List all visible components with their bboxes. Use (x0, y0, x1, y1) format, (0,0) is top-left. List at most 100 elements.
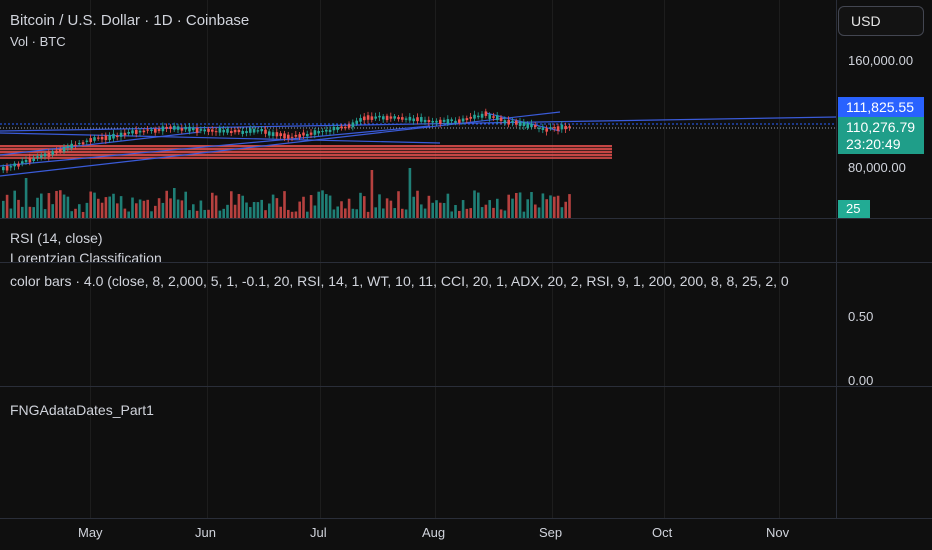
candle (154, 128, 157, 133)
trendlines[interactable] (0, 111, 837, 177)
volume-bar (283, 191, 286, 218)
volume-bar (127, 211, 130, 218)
volume-bar (294, 211, 298, 218)
volume-bar (378, 194, 381, 218)
volume-bar (298, 201, 301, 218)
pane-separator[interactable] (0, 386, 932, 387)
candle (283, 133, 286, 139)
volume-bar (499, 209, 503, 218)
volume-bar (484, 204, 488, 218)
volume-bar (119, 196, 123, 218)
time-label-sep: Sep (539, 525, 563, 540)
volume-bar (480, 207, 484, 218)
candle (423, 119, 427, 123)
currency-button[interactable]: USD (838, 6, 924, 36)
candle (302, 132, 305, 136)
candle (378, 115, 381, 118)
candle (446, 119, 450, 124)
candle (203, 129, 206, 132)
candle (347, 124, 351, 128)
candle (112, 133, 115, 139)
volume-bar (207, 209, 210, 218)
candle (287, 134, 290, 139)
color-bars-axis-000: 0.00 (848, 373, 874, 388)
volume-bar (446, 193, 450, 218)
volume-bar (518, 192, 522, 218)
candle (275, 132, 279, 137)
volume-tag: 25 (838, 200, 870, 218)
fng-legend[interactable]: FNGAdataDates_Part1 (10, 402, 154, 418)
time-label-may: May (78, 525, 103, 540)
candle (85, 140, 89, 142)
volume-bar (553, 196, 556, 218)
volume-bar (47, 193, 51, 218)
volume-bar (199, 200, 203, 218)
price-axis-label-80k: 80,000.00 (848, 160, 906, 175)
symbol-title[interactable]: Bitcoin / U.S. Dollar · 1D · Coinbase (10, 12, 250, 29)
candle (199, 129, 203, 131)
volume-bar (313, 205, 317, 218)
volume-bar (51, 204, 54, 218)
volume-bar (279, 206, 282, 218)
candle (180, 128, 184, 131)
candle (260, 128, 263, 132)
volume-bar (477, 192, 480, 218)
candle (93, 137, 96, 141)
pane-separator[interactable] (0, 218, 932, 219)
candle (537, 127, 541, 129)
candle (526, 123, 529, 128)
candle (408, 116, 412, 121)
candle (545, 128, 548, 132)
volume-bars (2, 168, 571, 218)
candle (515, 120, 518, 125)
volume-bar (560, 207, 564, 218)
volume-legend[interactable]: Vol · BTC (10, 34, 66, 49)
volume-bar (70, 211, 73, 218)
candle (176, 126, 180, 130)
candle (294, 134, 298, 137)
candlesticks (2, 108, 571, 174)
candle (195, 127, 199, 133)
candle (9, 166, 13, 168)
candle (480, 113, 484, 118)
bar-countdown: 23:20:49 (846, 136, 901, 152)
volume-bar (241, 195, 244, 218)
volume-bar (427, 195, 431, 218)
volume-bar (385, 198, 389, 218)
candle (442, 119, 446, 122)
volume-bar (416, 190, 419, 218)
candle (138, 130, 142, 133)
candle (36, 156, 39, 158)
volume-bar (260, 199, 263, 218)
pane-separator[interactable] (0, 262, 932, 263)
candle (507, 119, 510, 125)
candle (473, 114, 476, 119)
color-bars-axis-050: 0.50 (848, 309, 874, 324)
lorentzian-legend[interactable]: Lorentzian Classification (10, 250, 162, 262)
volume-bar (116, 203, 119, 218)
candle (214, 131, 218, 133)
volume-bar (226, 204, 229, 218)
candle (55, 150, 58, 154)
candle (161, 126, 165, 132)
candle (207, 128, 210, 132)
volume-bar (36, 197, 39, 218)
volume-bar (85, 202, 89, 218)
candle (142, 130, 146, 133)
candle (541, 127, 545, 130)
volume-bar (40, 193, 43, 218)
candle (119, 132, 123, 137)
candle (135, 130, 138, 134)
candle (492, 116, 495, 118)
volume-bar (461, 200, 465, 218)
candle (439, 119, 442, 124)
rsi-legend[interactable]: RSI (14, close) (10, 230, 103, 246)
volume-bar (17, 199, 20, 218)
color-bars-legend[interactable]: color bars · 4.0 (close, 8, 2,000, 5, 1,… (10, 273, 789, 289)
candle (51, 151, 54, 155)
volume-bar (169, 198, 172, 218)
volume-bar (317, 191, 320, 218)
volume-bar (564, 201, 567, 218)
candle (306, 133, 309, 137)
